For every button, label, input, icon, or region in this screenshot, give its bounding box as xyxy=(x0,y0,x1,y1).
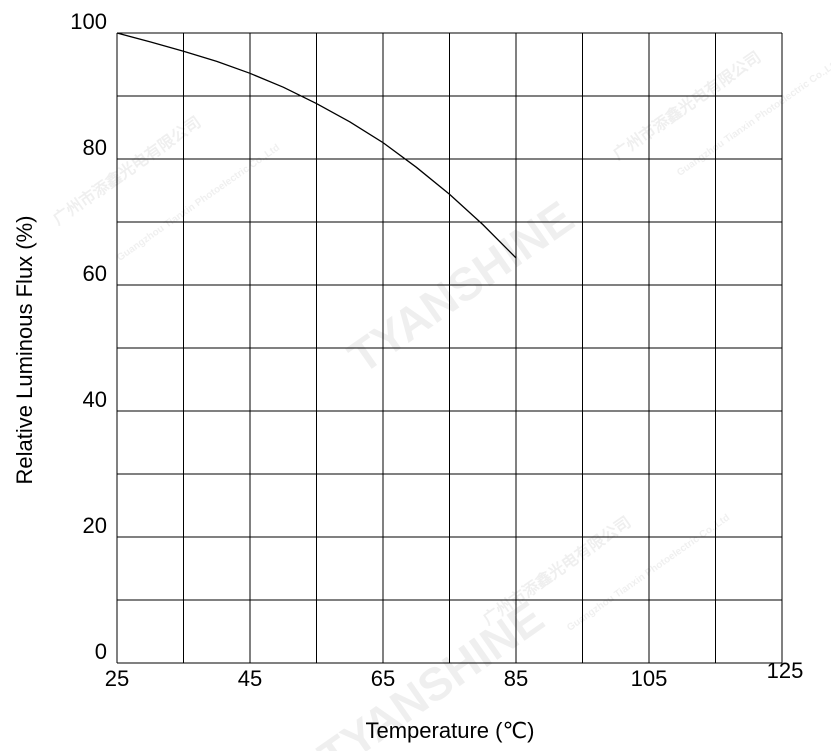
x-tick-label: 25 xyxy=(105,666,129,691)
x-tick-label: 45 xyxy=(238,666,262,691)
y-tick-label: 100 xyxy=(70,9,107,34)
watermark-text: TYANSHINE xyxy=(339,191,583,384)
y-tick-label: 40 xyxy=(83,387,107,412)
x-tick-label: 85 xyxy=(504,666,528,691)
x-tick-label: 65 xyxy=(371,666,395,691)
grid-layer xyxy=(116,32,783,664)
watermark-text: 广州市添鑫光电有限公司 xyxy=(609,47,764,164)
y-axis-title: Relative Luminous Flux (%) xyxy=(12,216,37,485)
x-tick-label: 125 xyxy=(767,658,804,683)
series-line xyxy=(116,32,517,259)
y-tick-label: 0 xyxy=(95,639,107,664)
watermark-text: Guangzhou Tianxin Photoelectric Co.,Ltd xyxy=(675,57,831,178)
series-layer xyxy=(116,32,517,259)
y-tick-label: 60 xyxy=(83,261,107,286)
y-tick-label: 20 xyxy=(83,513,107,538)
tick-layer: 0 20 40 60 80 100 25 45 65 85 105 125 xyxy=(70,9,803,691)
watermark-text: 广州市添鑫光电有限公司 xyxy=(479,512,634,629)
y-tick-label: 80 xyxy=(83,135,107,160)
x-tick-label: 105 xyxy=(631,666,668,691)
x-axis-title: Temperature (℃) xyxy=(366,718,535,743)
